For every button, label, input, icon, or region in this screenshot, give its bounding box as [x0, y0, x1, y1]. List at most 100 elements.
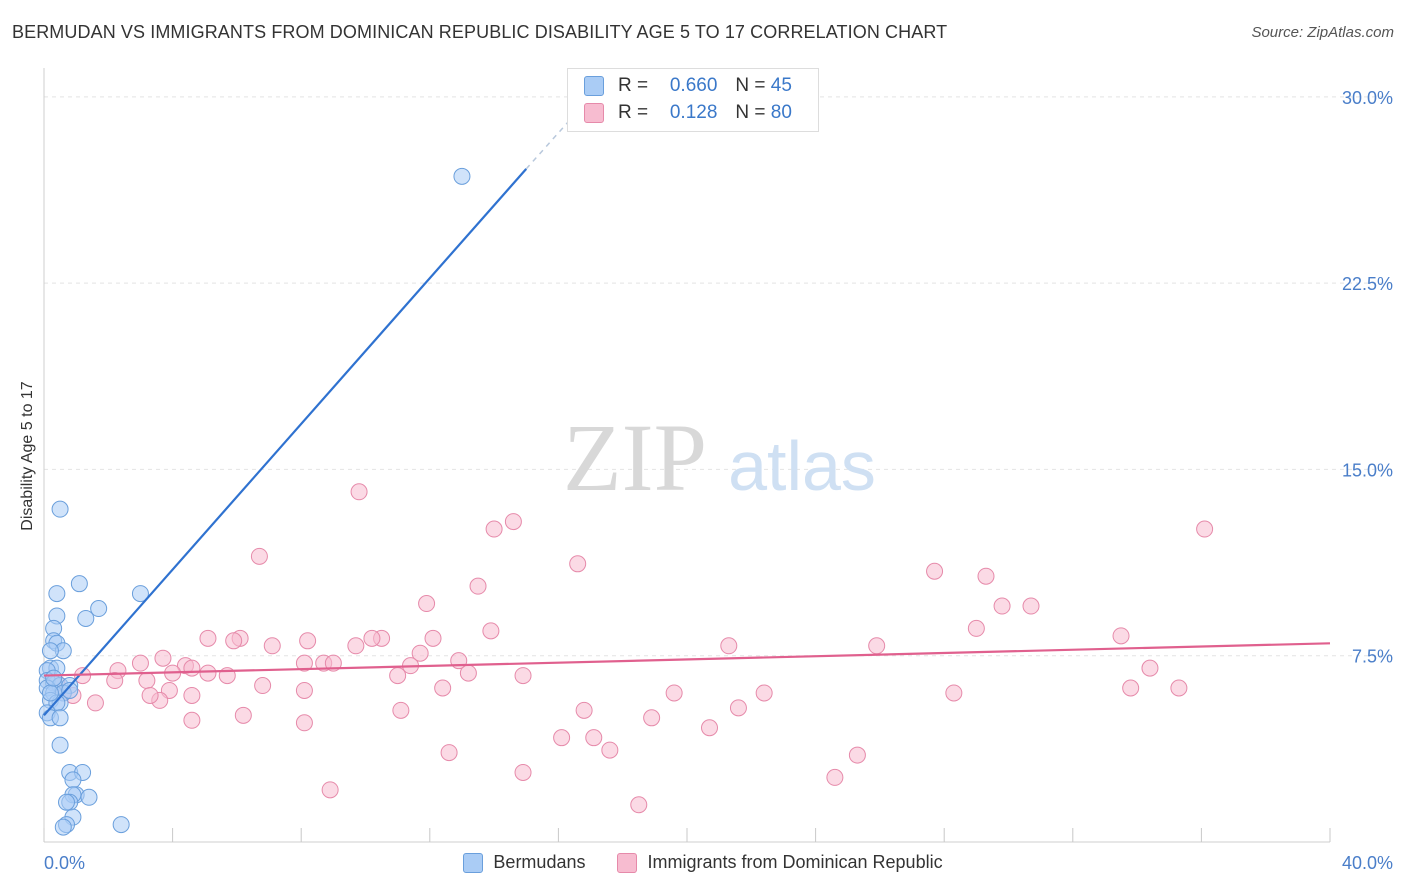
legend-item-dominican[interactable]: Immigrants from Dominican Republic — [617, 852, 943, 873]
data-point-dominican — [569, 555, 587, 573]
data-point-dominican — [967, 619, 985, 637]
watermark: ZIP atlas — [563, 404, 876, 511]
data-point-dominican — [926, 562, 944, 580]
y-tick-label: 7.5% — [1352, 647, 1393, 667]
data-point-dominican — [1122, 679, 1140, 697]
data-point-dominican — [295, 681, 313, 699]
stats-n-value: 45 — [770, 75, 792, 96]
data-point-dominican — [514, 763, 532, 781]
data-point-dominican — [234, 706, 252, 724]
stats-r-value: 0.660 — [669, 75, 718, 96]
data-point-dominican — [250, 547, 268, 565]
data-point-dominican — [225, 632, 243, 650]
data-point-dominican — [485, 520, 503, 538]
stats-n-value: 80 — [770, 102, 792, 123]
data-point-dominican — [154, 649, 172, 667]
data-point-dominican — [1022, 597, 1040, 615]
watermark-zip: ZIP — [563, 404, 707, 511]
data-point-dominican — [424, 629, 442, 647]
data-point-dominican — [977, 567, 995, 585]
data-point-dominican — [321, 781, 339, 799]
data-point-dominican — [418, 595, 436, 613]
chart-title: BERMUDAN VS IMMIGRANTS FROM DOMINICAN RE… — [12, 22, 948, 42]
grid-lines — [44, 96, 1392, 657]
stats-r-label: R = — [618, 102, 649, 123]
data-point-bermudan — [61, 681, 79, 699]
data-point-dominican — [1196, 520, 1214, 538]
data-point-bermudan — [41, 684, 59, 702]
series-bermudans-points — [38, 167, 471, 836]
data-point-bermudan — [64, 771, 82, 789]
y-tick-label: 22.5% — [1342, 274, 1393, 294]
legend-swatch-pink — [617, 852, 638, 873]
y-tick-label: 15.0% — [1342, 460, 1393, 480]
data-point-dominican — [199, 664, 217, 682]
data-point-bermudan — [51, 736, 69, 754]
data-point-dominican — [183, 711, 201, 729]
x-tick-label: 40.0% — [1342, 853, 1393, 873]
stats-n-label: N = — [735, 75, 766, 96]
tick-labels: 7.5% 15.0% 22.5% 30.0% 0.0% 40.0% — [44, 88, 1393, 873]
data-point-dominican — [434, 679, 452, 697]
stats-row-bermudans: R = 0.660 N = 45 — [584, 73, 792, 99]
data-point-bermudan — [45, 669, 63, 687]
trendline-dominican — [43, 642, 1331, 677]
legend-label: Immigrants from Dominican Republic — [647, 852, 943, 872]
data-point-bermudan — [54, 818, 72, 836]
data-point-dominican — [826, 768, 844, 786]
data-point-dominican — [183, 659, 201, 677]
data-point-dominican — [729, 699, 747, 717]
watermark-atlas: atlas — [728, 427, 876, 505]
data-point-dominican — [295, 654, 313, 672]
data-point-dominican — [601, 741, 619, 759]
legend-item-bermudans[interactable]: Bermudans — [463, 852, 585, 873]
data-point-bermudan — [51, 500, 69, 518]
data-point-dominican — [138, 672, 156, 690]
data-point-dominican — [363, 629, 381, 647]
data-point-dominican — [514, 667, 532, 685]
data-point-dominican — [993, 597, 1011, 615]
data-point-dominican — [755, 684, 773, 702]
data-point-dominican — [440, 744, 458, 762]
data-point-dominican — [347, 637, 365, 655]
data-point-dominican — [701, 719, 719, 737]
data-point-bermudan — [77, 609, 95, 627]
data-point-dominican — [1170, 679, 1188, 697]
data-point-dominican — [630, 796, 648, 814]
data-point-dominican — [106, 672, 124, 690]
data-point-dominican — [575, 701, 593, 719]
stats-n-label: N = — [735, 102, 766, 123]
data-point-dominican — [141, 686, 159, 704]
data-point-bermudan — [48, 585, 66, 603]
data-point-dominican — [643, 709, 661, 727]
stats-swatch-pink — [584, 103, 604, 123]
data-point-dominican — [411, 644, 429, 662]
data-point-bermudan — [41, 642, 59, 660]
data-point-dominican — [299, 632, 317, 650]
trendline-bermudans — [43, 168, 528, 717]
y-tick-label: 30.0% — [1342, 88, 1393, 108]
data-point-dominican — [389, 667, 407, 685]
data-point-dominican — [585, 729, 603, 747]
data-point-bermudan — [51, 709, 69, 727]
stats-swatch-blue — [584, 76, 604, 96]
data-point-dominican — [392, 701, 410, 719]
data-point-dominican — [482, 622, 500, 640]
stats-row-dominican: R = 0.128 N = 80 — [584, 100, 792, 126]
data-point-dominican — [263, 637, 281, 655]
data-point-bermudan — [453, 167, 471, 185]
data-point-dominican — [350, 483, 368, 501]
data-point-bermudan — [80, 788, 98, 806]
data-point-dominican — [469, 577, 487, 595]
legend-label: Bermudans — [493, 852, 586, 872]
data-point-dominican — [720, 637, 738, 655]
series-dominican-points — [48, 483, 1214, 814]
data-point-dominican — [295, 714, 313, 732]
data-point-bermudan — [131, 585, 149, 603]
data-point-dominican — [1112, 627, 1130, 645]
data-point-dominican — [131, 654, 149, 672]
stats-box: R = 0.660 N = 45 R = 0.128 N = 80 — [567, 68, 819, 132]
data-point-dominican — [1141, 659, 1159, 677]
data-point-bermudan — [58, 793, 76, 811]
